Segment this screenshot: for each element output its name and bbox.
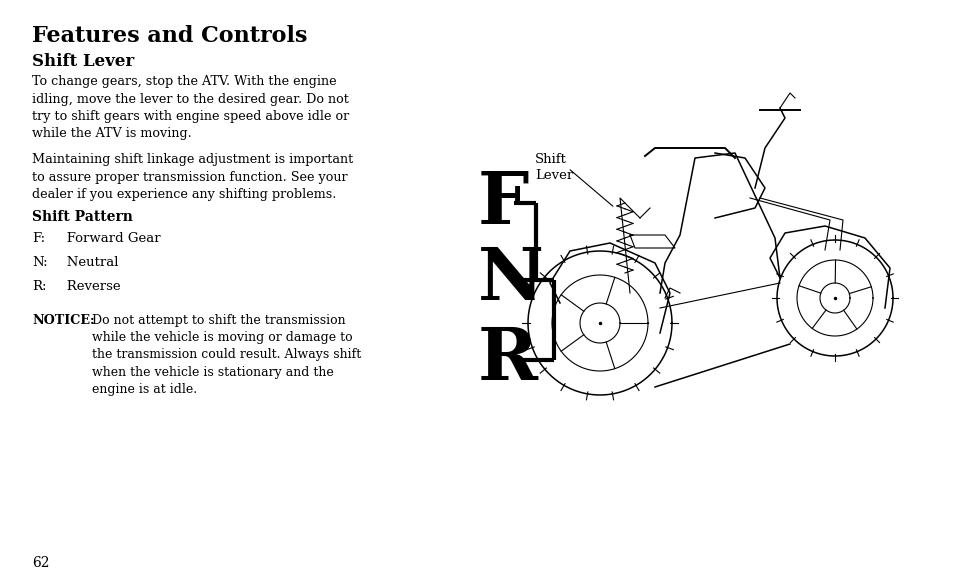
Text: NOTICE:: NOTICE: [32, 314, 94, 327]
Text: Forward Gear: Forward Gear [54, 232, 160, 245]
Text: R: R [477, 325, 537, 396]
Text: 62: 62 [32, 556, 50, 570]
Text: N:: N: [32, 256, 48, 269]
Text: Shift
Lever: Shift Lever [535, 153, 573, 182]
Text: Reverse: Reverse [54, 280, 120, 293]
Text: To change gears, stop the ATV. With the engine
idling, move the lever to the des: To change gears, stop the ATV. With the … [32, 75, 349, 141]
Text: Maintaining shift linkage adjustment is important
to assure proper transmission : Maintaining shift linkage adjustment is … [32, 153, 353, 201]
Text: Do not attempt to shift the transmission
 while the vehicle is moving or damage : Do not attempt to shift the transmission… [88, 314, 361, 396]
Text: Features and Controls: Features and Controls [32, 25, 307, 47]
Text: R:: R: [32, 280, 47, 293]
Text: F: F [477, 168, 529, 239]
Text: N: N [477, 245, 543, 316]
Text: Shift Lever: Shift Lever [32, 53, 134, 70]
Text: F:: F: [32, 232, 45, 245]
Text: Neutral: Neutral [54, 256, 118, 269]
Text: Shift Pattern: Shift Pattern [32, 210, 132, 224]
